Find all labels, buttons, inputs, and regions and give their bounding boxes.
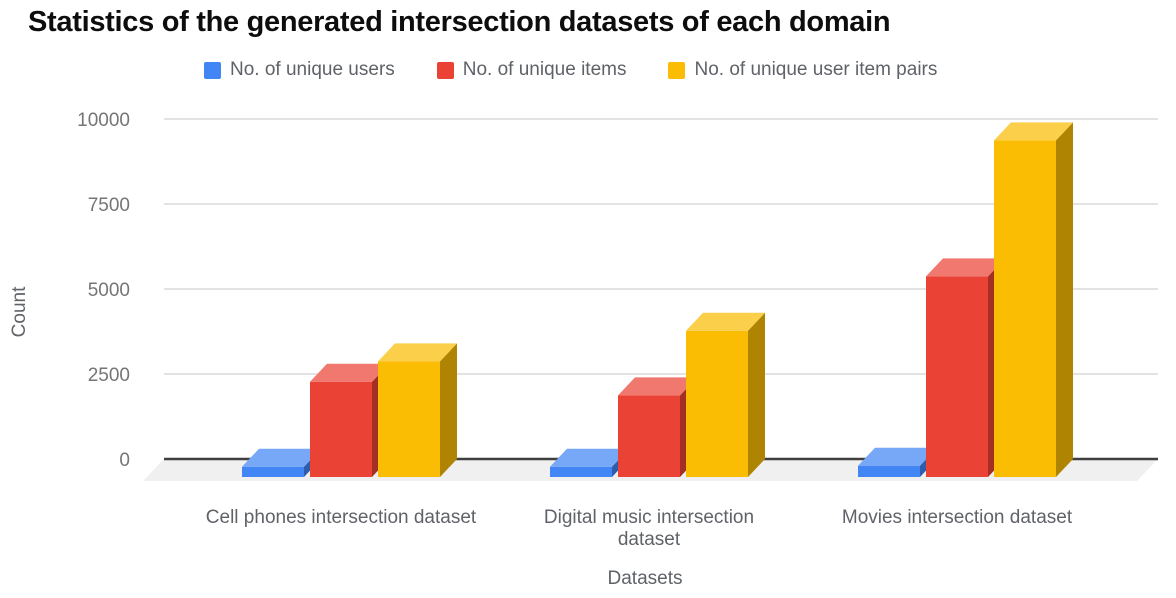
- chart-title: Statistics of the generated intersection…: [28, 6, 891, 38]
- bar-no-of-unique-user-item-pairs-group-0[interactable]: [378, 343, 457, 477]
- chart-legend: No. of unique users No. of unique items …: [204, 58, 979, 82]
- y-tick-label-0: 0: [119, 450, 130, 471]
- bar-front-face: [994, 140, 1056, 477]
- bar-no-of-unique-items-group-0[interactable]: [310, 363, 389, 477]
- bar-front-face: [310, 381, 372, 477]
- bar-side-face: [1056, 122, 1073, 478]
- y-axis-title: Count: [9, 286, 30, 337]
- bar-top-face: [242, 448, 321, 467]
- bar-top-face: [926, 258, 1005, 277]
- legend-label-user-item-pairs: No. of unique user item pairs: [694, 59, 938, 80]
- x-category-label-2: Movies intersection dataset: [842, 507, 1073, 528]
- legend-swatch-red: [436, 61, 454, 79]
- y-tick-label-5000: 5000: [88, 280, 130, 301]
- bar-front-face: [242, 466, 304, 477]
- bar-top-face: [994, 122, 1073, 141]
- legend-item-user-item-pairs[interactable]: No. of unique user item pairs: [668, 59, 937, 81]
- x-axis-title: Datasets: [608, 568, 683, 589]
- legend-swatch-blue: [204, 61, 221, 79]
- bar-top-face: [686, 312, 765, 331]
- legend-swatch-yellow: [668, 61, 686, 79]
- y-tick-label-2500: 2500: [88, 365, 130, 386]
- x-category-label-0: Cell phones intersection dataset: [206, 507, 477, 528]
- bar-no-of-unique-user-item-pairs-group-2[interactable]: [994, 122, 1073, 478]
- bar-front-face: [686, 330, 748, 477]
- legend-item-unique-items[interactable]: No. of unique items: [436, 59, 627, 81]
- y-tick-label-10000: 10000: [77, 110, 130, 131]
- bar-top-face: [550, 448, 629, 467]
- x-category-label-1: Digital music intersection dataset: [544, 507, 754, 550]
- bar-top-face: [858, 447, 937, 466]
- bar-no-of-unique-user-item-pairs-group-1[interactable]: [686, 312, 765, 477]
- bar-front-face: [550, 466, 612, 477]
- legend-item-unique-users[interactable]: No. of unique users: [204, 59, 395, 81]
- bar-no-of-unique-items-group-2[interactable]: [926, 258, 1005, 477]
- bar-no-of-unique-items-group-1[interactable]: [618, 377, 697, 477]
- bar-front-face: [618, 395, 680, 477]
- bar-top-face: [310, 363, 389, 382]
- bar-top-face: [618, 377, 697, 396]
- legend-label-unique-items: No. of unique items: [462, 59, 627, 80]
- y-tick-label-7500: 7500: [88, 195, 130, 216]
- bar-front-face: [926, 276, 988, 477]
- bar-front-face: [378, 361, 440, 477]
- bar-side-face: [748, 312, 765, 477]
- bar-front-face: [858, 465, 920, 477]
- bar-top-face: [378, 343, 457, 362]
- legend-label-unique-users: No. of unique users: [230, 59, 395, 80]
- bar-side-face: [440, 343, 457, 477]
